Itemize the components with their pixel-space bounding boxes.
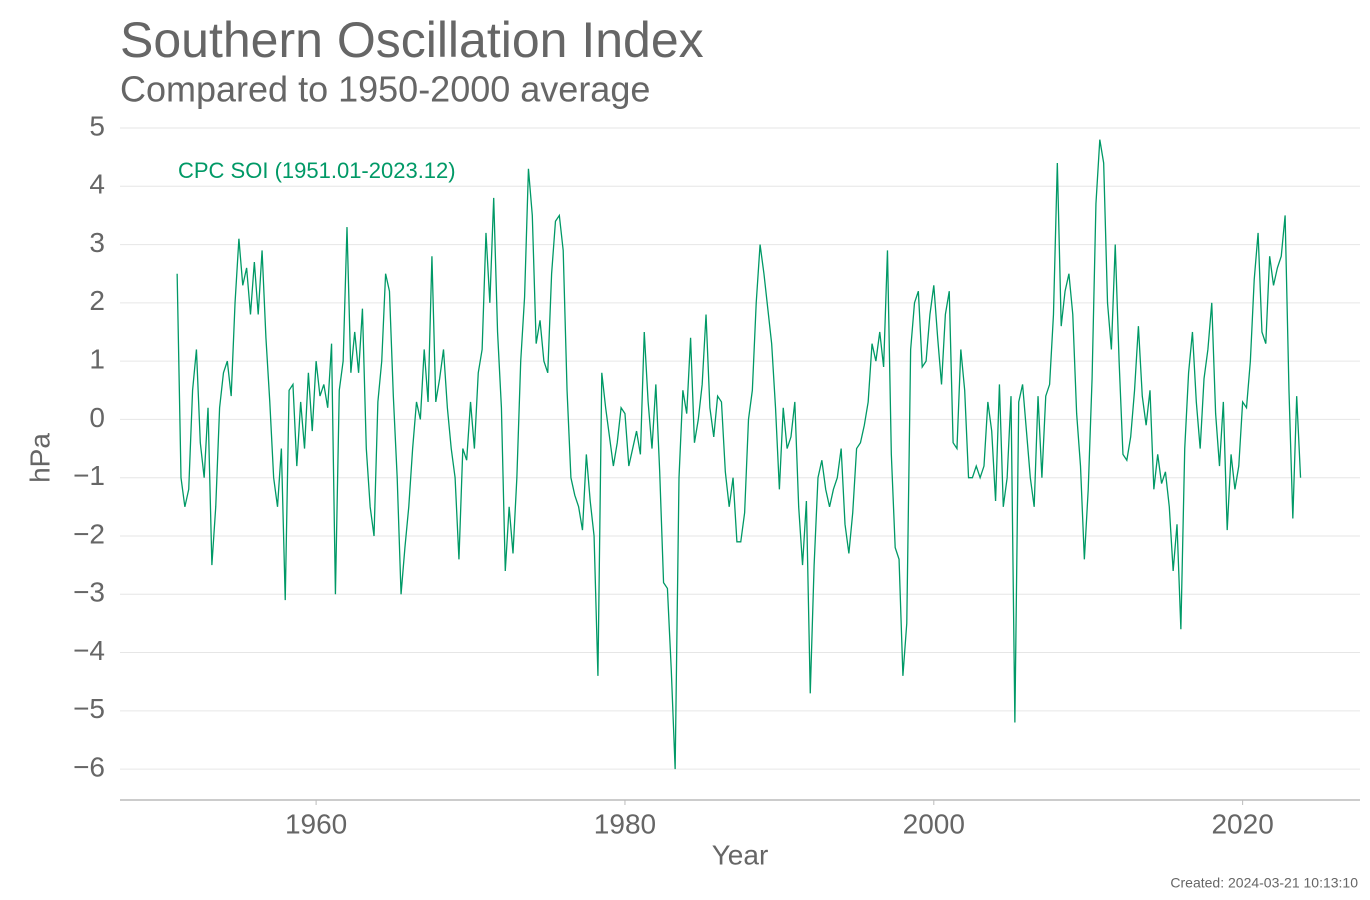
y-tick-label: −1 <box>73 460 105 491</box>
y-axis-label: hPa <box>24 433 55 483</box>
y-tick-label: 2 <box>89 285 105 316</box>
y-tick-label: 4 <box>89 169 105 200</box>
footer: Created: 2024-03-21 10:13:10 <box>1170 875 1358 891</box>
y-tick-label: 3 <box>89 227 105 258</box>
x-tick-label: 2000 <box>903 808 965 839</box>
y-tick-label: −3 <box>73 577 105 608</box>
x-tick-label: 2020 <box>1211 808 1273 839</box>
y-tick-label: −2 <box>73 518 105 549</box>
y-tick-label: 1 <box>89 344 105 375</box>
chart-subtitle: Compared to 1950-2000 average <box>120 69 650 110</box>
chart-title: Southern Oscillation Index <box>120 12 704 68</box>
x-axis-label: Year <box>712 839 769 870</box>
y-tick-label: 5 <box>89 110 105 141</box>
data-line <box>176 139 1302 770</box>
y-tick-label: 0 <box>89 402 105 433</box>
series-annotation: CPC SOI (1951.01-2023.12) <box>178 158 456 183</box>
y-tick-label: −5 <box>73 693 105 724</box>
x-tick-label: 1960 <box>285 808 347 839</box>
x-tick-label: 1980 <box>594 808 656 839</box>
y-tick-label: −6 <box>73 752 105 783</box>
y-tick-label: −4 <box>73 635 105 666</box>
